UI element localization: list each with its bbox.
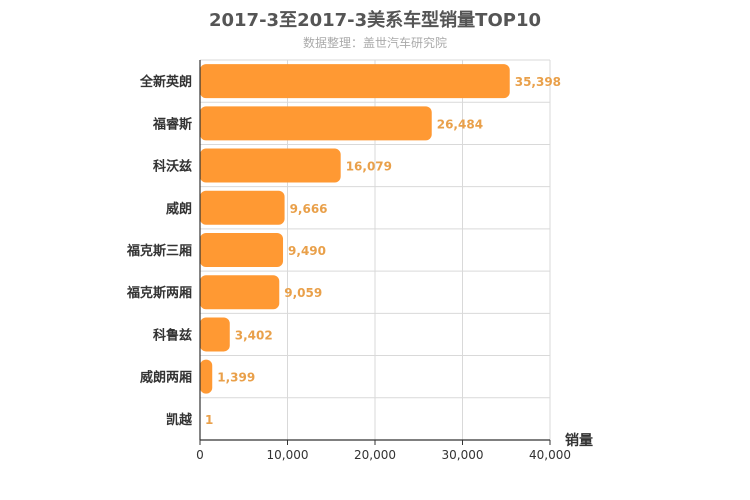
x-tick-label: 40,000 <box>529 448 571 462</box>
bars <box>200 64 510 394</box>
x-tick-label: 0 <box>196 448 204 462</box>
category-label: 福睿斯 <box>152 116 192 132</box>
value-label: 1 <box>205 413 213 427</box>
x-tick-label: 30,000 <box>442 448 484 462</box>
x-axis-title: 销量 <box>565 432 593 449</box>
value-label: 16,079 <box>346 160 392 174</box>
bar <box>200 233 284 267</box>
bar <box>200 359 213 394</box>
bar <box>200 190 285 225</box>
category-label: 威朗 <box>166 201 192 217</box>
value-label: 26,484 <box>437 117 483 131</box>
x-tick-label: 20,000 <box>354 448 396 462</box>
chart-subtitle: 数据整理：盖世汽车研究院 <box>302 36 447 50</box>
value-label: 3,402 <box>235 328 273 342</box>
chart-title: 2017-3至2017-3美系车型销量TOP10 <box>208 10 541 31</box>
category-label: 全新英朗 <box>139 74 192 90</box>
value-label: 9,490 <box>288 244 326 258</box>
labels: 0 10,000 20,000 30,000 40,000 全新英朗 35,398 福睿斯 26… <box>126 74 571 462</box>
category-label: 威朗两厢 <box>140 370 192 386</box>
bar <box>200 64 510 99</box>
x-tick-label: 10,000 <box>267 448 309 462</box>
axes <box>199 60 551 445</box>
bar <box>200 148 341 183</box>
category-label: 科鲁兹 <box>153 327 192 343</box>
category-label: 福克斯三厢 <box>126 243 192 259</box>
bar <box>200 106 432 141</box>
value-label: 1,399 <box>217 371 255 385</box>
value-label: 35,398 <box>515 75 561 89</box>
category-label: 福克斯两厢 <box>126 285 192 301</box>
category-label: 科沃兹 <box>153 159 192 175</box>
value-label: 9,666 <box>290 202 328 216</box>
value-label: 9,059 <box>284 286 322 300</box>
category-label: 凯越 <box>166 412 193 428</box>
bar <box>200 275 280 310</box>
bar <box>200 317 230 352</box>
